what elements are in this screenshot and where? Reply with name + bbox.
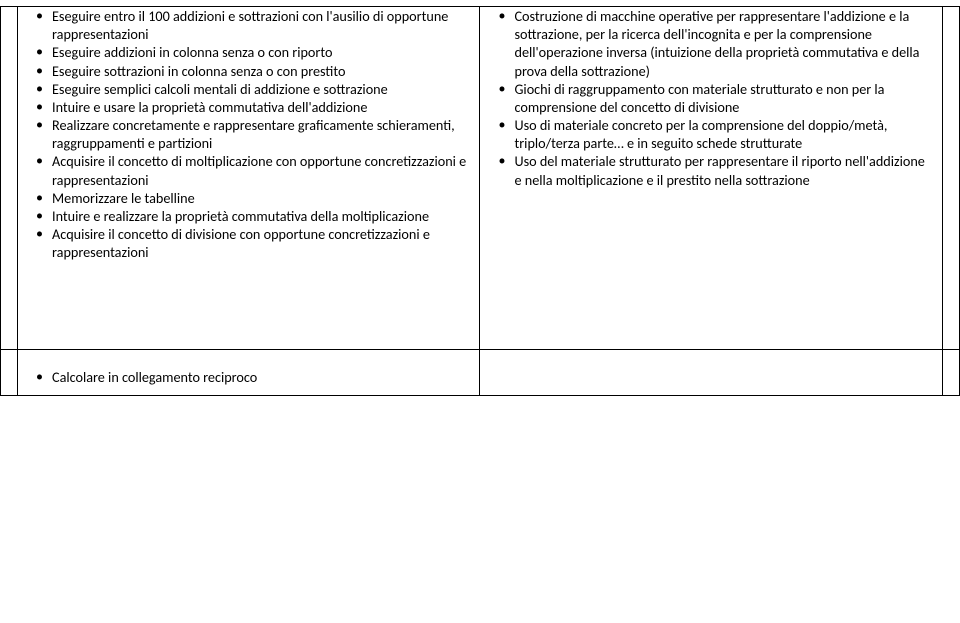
list-item-text: Acquisire il concetto di moltiplicazione… [52, 152, 466, 188]
list-item-text: Costruzione di macchine operative per ra… [514, 7, 919, 80]
list-item: Memorizzare le tabelline [26, 189, 471, 207]
right-margin-cell [943, 7, 960, 350]
list-item: Intuire e usare la proprietà commutativa… [26, 98, 471, 116]
spacer [26, 261, 471, 341]
left-margin-cell-2 [1, 350, 18, 395]
list-item-text: Acquisire il concetto di divisione con o… [52, 225, 430, 261]
list-item-text: Uso del materiale strutturato per rappre… [514, 152, 924, 188]
list-item: Realizzare concretamente e rappresentare… [26, 116, 471, 152]
list-item-text: Intuire e realizzare la proprietà commut… [52, 207, 429, 225]
list-item-text: Giochi di raggruppamento con materiale s… [514, 80, 884, 116]
list-item-text: Realizzare concretamente e rappresentare… [52, 116, 455, 152]
left-margin-cell [1, 7, 18, 350]
right-margin-cell-2 [943, 350, 960, 395]
list-item-text: Calcolare in collegamento reciproco [52, 368, 257, 386]
bottom-left-cell: Calcolare in collegamento reciproco [18, 350, 480, 395]
list-item: Calcolare in collegamento reciproco [26, 368, 471, 386]
list-item: Eseguire entro il 100 addizioni e sottra… [26, 7, 471, 43]
right-list: Costruzione di macchine operative per ra… [488, 7, 934, 189]
list-item-text: Intuire e usare la proprietà commutativa… [52, 98, 367, 116]
content-table: Eseguire entro il 100 addizioni e sottra… [0, 6, 960, 396]
list-item-text: Memorizzare le tabelline [52, 189, 195, 207]
list-item: Uso del materiale strutturato per rappre… [488, 152, 934, 188]
list-item-text: Eseguire sottrazioni in colonna senza o … [52, 62, 345, 80]
left-list: Eseguire entro il 100 addizioni e sottra… [26, 7, 471, 261]
bottom-right-cell [480, 350, 943, 395]
list-item-text: Eseguire addizioni in colonna senza o co… [52, 43, 332, 61]
list-item: Acquisire il concetto di divisione con o… [26, 225, 471, 261]
list-item-text: Uso di materiale concreto per la compren… [514, 116, 887, 152]
list-item: Giochi di raggruppamento con materiale s… [488, 80, 934, 116]
list-item: Costruzione di macchine operative per ra… [488, 7, 934, 80]
list-item-text: Eseguire entro il 100 addizioni e sottra… [52, 7, 448, 43]
list-item-text: Eseguire semplici calcoli mentali di add… [52, 80, 388, 98]
list-item: Uso di materiale concreto per la compren… [488, 116, 934, 152]
bottom-list: Calcolare in collegamento reciproco [26, 368, 471, 386]
list-item: Eseguire addizioni in colonna senza o co… [26, 43, 471, 61]
list-item: Acquisire il concetto di moltiplicazione… [26, 152, 471, 188]
list-item: Eseguire sottrazioni in colonna senza o … [26, 62, 471, 80]
left-column: Eseguire entro il 100 addizioni e sottra… [18, 7, 480, 350]
list-item: Intuire e realizzare la proprietà commut… [26, 207, 471, 225]
list-item: Eseguire semplici calcoli mentali di add… [26, 80, 471, 98]
right-column: Costruzione di macchine operative per ra… [480, 7, 943, 350]
